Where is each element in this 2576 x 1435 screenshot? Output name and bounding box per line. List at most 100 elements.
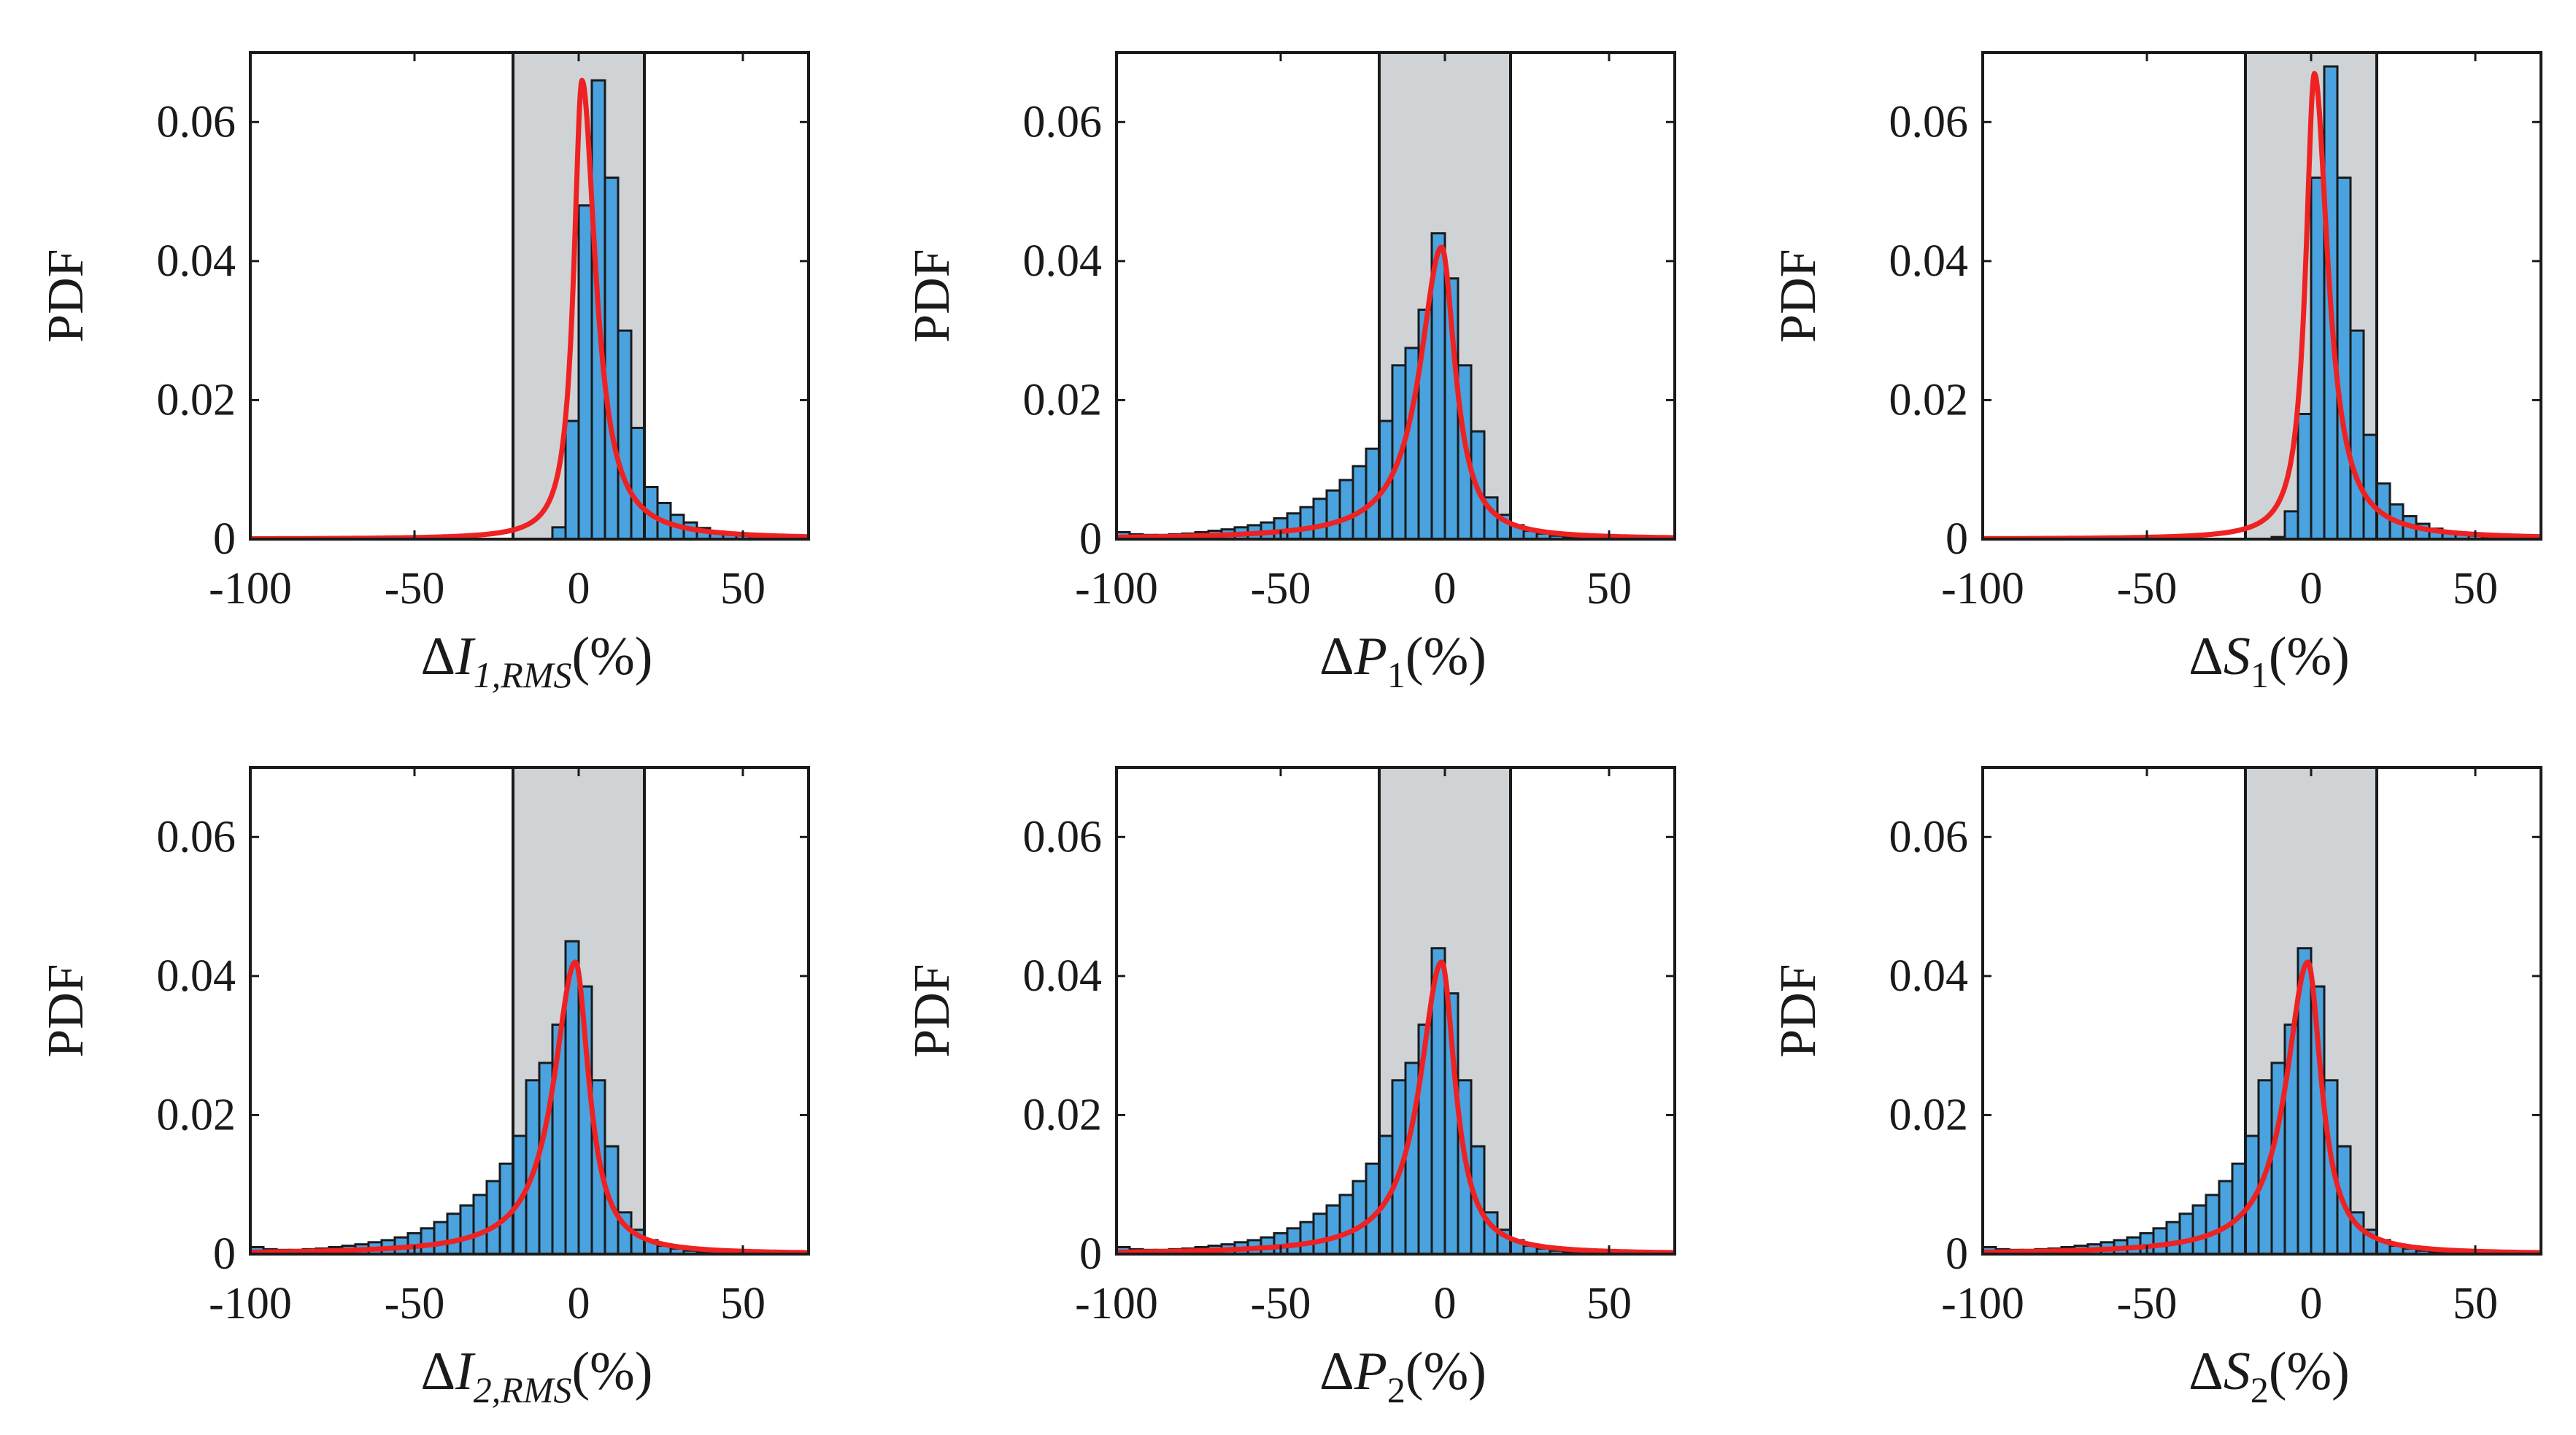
histogram-bar: [459, 1204, 475, 1254]
x-label-subscript: 1,RMS: [474, 654, 572, 695]
histogram-bar: [485, 1180, 501, 1254]
histogram-bar: [1286, 512, 1302, 539]
histogram-bar: [1299, 1221, 1315, 1254]
y-tick-label: 0.04: [1023, 951, 1103, 1001]
x-label-delta: Δ: [1319, 627, 1354, 686]
x-label-variable: I: [455, 1342, 476, 1401]
y-tick-label: 0.06: [1023, 812, 1103, 862]
x-tick-label: 0: [2300, 1279, 2323, 1328]
x-tick-label: -50: [385, 564, 445, 614]
histogram-bar: [603, 177, 620, 539]
histogram-bar: [2297, 412, 2313, 539]
y-tick-label: 0.04: [1023, 236, 1103, 286]
x-tick-label: 50: [2453, 1279, 2498, 1328]
histogram-bar: [2165, 1221, 2181, 1254]
panel-P2: -100 -50 0 50 0 0.02 0.04 0.06 PDF ΔP2(%): [904, 766, 1676, 1410]
histogram-bar: [2205, 1194, 2221, 1254]
x-label-unit: (%): [572, 1342, 653, 1401]
y-tick-label: 0.02: [157, 1090, 236, 1140]
x-label-subscript: 2: [1387, 1369, 1405, 1410]
x-label-subscript: 2: [2251, 1369, 2269, 1410]
y-tick-label: 0.06: [1889, 812, 1969, 862]
histogram-bar: [2218, 1180, 2234, 1254]
x-label-delta: Δ: [2189, 627, 2224, 686]
panel-S2: -100 -50 0 50 0 0.02 0.04 0.06 PDF ΔS2(%): [1770, 766, 2542, 1410]
axes-frame: [1115, 51, 1676, 541]
x-tick-label: 0: [568, 564, 590, 614]
x-axis-label: ΔS2(%): [2189, 1342, 2350, 1410]
x-tick-label: 0: [1434, 1279, 1457, 1328]
histogram-bar: [2191, 1204, 2207, 1254]
fit-curve: [1117, 244, 1675, 539]
histogram-bar: [1312, 498, 1328, 539]
histogram-bar: [577, 204, 593, 539]
x-label-delta: Δ: [1319, 1342, 1354, 1401]
y-tick-label: 0.06: [157, 97, 236, 147]
histogram-bar: [2283, 510, 2299, 539]
x-axis-label: ΔI1,RMS(%): [421, 627, 653, 695]
x-label-unit: (%): [2269, 1342, 2350, 1401]
y-axis-label: PDF: [1770, 249, 1827, 342]
histogram-bar: [1351, 1180, 1368, 1254]
x-label-subscript: 1: [2251, 654, 2269, 695]
y-tick-label: 0: [213, 514, 236, 564]
histogram-bars: [250, 940, 751, 1254]
x-tick-label: -100: [1941, 1279, 2024, 1328]
histogram-bars: [1983, 947, 2483, 1254]
histogram-bar: [1325, 489, 1341, 539]
y-tick-label: 0.02: [1023, 375, 1103, 425]
x-tick-label: -100: [209, 1279, 292, 1328]
histogram-bar: [2152, 1227, 2168, 1254]
histogram-bar: [564, 419, 580, 539]
x-tick-label: 50: [720, 564, 766, 614]
panel-I1_RMS: -100 -50 0 50 0 0.02 0.04 0.06 PDF ΔI1,RMS(%): [38, 51, 810, 695]
y-tick-label: 0.04: [1889, 951, 1969, 1001]
histogram-bar: [1351, 465, 1368, 539]
histogram-bar: [630, 427, 646, 539]
y-axis-label: PDF: [904, 249, 960, 342]
y-tick-label: 0.02: [1023, 1090, 1103, 1140]
histogram-bar: [2178, 1212, 2194, 1254]
histogram-bars: [1117, 232, 1617, 539]
x-tick-label: -100: [1075, 1279, 1158, 1328]
y-tick-label: 0.06: [157, 812, 236, 862]
histogram-bar: [617, 329, 633, 539]
x-label-variable: S: [2224, 1342, 2251, 1401]
fit-curve: [1983, 959, 2541, 1254]
y-tick-label: 0.02: [1889, 1090, 1969, 1140]
histogram-bar: [433, 1221, 449, 1254]
x-label-unit: (%): [1405, 627, 1486, 686]
y-axis-label: PDF: [38, 964, 94, 1057]
x-tick-label: -50: [385, 1279, 445, 1328]
y-tick-label: 0: [213, 1229, 236, 1279]
x-tick-label: -100: [209, 564, 292, 614]
x-label-variable: P: [1354, 627, 1387, 686]
x-label-variable: S: [2224, 627, 2251, 686]
x-tick-label: -50: [1251, 564, 1311, 614]
y-axis-label: PDF: [904, 964, 960, 1057]
y-tick-label: 0.02: [157, 375, 236, 425]
x-tick-label: -50: [2117, 564, 2178, 614]
x-label-delta: Δ: [421, 627, 456, 686]
x-tick-label: -50: [1251, 1279, 1311, 1328]
axes-frame: [249, 51, 810, 541]
axes-frame: [1981, 51, 2542, 541]
histogram-bar: [2362, 433, 2378, 539]
x-tick-label: 50: [2453, 564, 2498, 614]
y-tick-label: 0.04: [1889, 236, 1969, 286]
x-tick-label: -100: [1075, 564, 1158, 614]
x-label-variable: I: [455, 627, 476, 686]
x-axis-label: ΔI2,RMS(%): [421, 1342, 653, 1410]
x-label-unit: (%): [2269, 627, 2350, 686]
fit-curve: [250, 959, 809, 1254]
y-axis-label: PDF: [38, 249, 94, 342]
x-tick-label: 50: [1586, 1279, 1632, 1328]
x-axis-label: ΔP1(%): [1319, 627, 1486, 695]
x-tick-label: 50: [720, 1279, 766, 1328]
x-tick-label: 50: [1586, 564, 1632, 614]
y-tick-label: 0: [1079, 514, 1102, 564]
panel-I2_RMS: -100 -50 0 50 0 0.02 0.04 0.06 PDF ΔI2,RMS(%): [38, 766, 810, 1410]
x-tick-label: -50: [2117, 1279, 2178, 1328]
y-axis-label: PDF: [1770, 964, 1827, 1057]
